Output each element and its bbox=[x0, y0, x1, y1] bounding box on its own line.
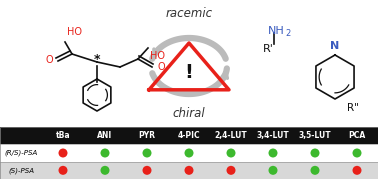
Text: PCA: PCA bbox=[349, 131, 366, 140]
Circle shape bbox=[143, 166, 152, 175]
Text: N: N bbox=[330, 41, 339, 51]
Text: R": R" bbox=[347, 103, 359, 113]
Text: racemic: racemic bbox=[166, 7, 212, 20]
Text: HO: HO bbox=[150, 51, 165, 61]
Text: ANI: ANI bbox=[98, 131, 113, 140]
Text: tBa: tBa bbox=[56, 131, 70, 140]
Circle shape bbox=[101, 166, 110, 175]
Bar bbox=[0, 127, 378, 144]
Circle shape bbox=[226, 149, 235, 158]
Text: 2,4-LUT: 2,4-LUT bbox=[215, 131, 247, 140]
Circle shape bbox=[184, 149, 194, 158]
Text: !: ! bbox=[184, 62, 194, 81]
Circle shape bbox=[226, 166, 235, 175]
Text: O: O bbox=[157, 62, 165, 72]
Circle shape bbox=[310, 166, 319, 175]
Text: 4-PIC: 4-PIC bbox=[178, 131, 200, 140]
Text: 3,4-LUT: 3,4-LUT bbox=[257, 131, 290, 140]
Text: 3,5-LUT: 3,5-LUT bbox=[299, 131, 331, 140]
Text: (R/S)-PSA: (R/S)-PSA bbox=[5, 150, 38, 156]
Circle shape bbox=[268, 166, 277, 175]
Text: 2: 2 bbox=[285, 30, 290, 38]
Text: O: O bbox=[45, 55, 53, 65]
Text: NH: NH bbox=[268, 26, 285, 36]
Text: chiral: chiral bbox=[173, 107, 205, 120]
Circle shape bbox=[59, 166, 68, 175]
Circle shape bbox=[268, 149, 277, 158]
Circle shape bbox=[59, 149, 68, 158]
Bar bbox=[0, 127, 378, 179]
Circle shape bbox=[310, 149, 319, 158]
Circle shape bbox=[353, 166, 361, 175]
Circle shape bbox=[184, 166, 194, 175]
Text: PYR: PYR bbox=[138, 131, 155, 140]
Bar bbox=[0, 162, 378, 179]
Circle shape bbox=[101, 149, 110, 158]
Text: (S)-PSA: (S)-PSA bbox=[8, 167, 34, 174]
Bar bbox=[0, 144, 378, 162]
Circle shape bbox=[143, 149, 152, 158]
Text: R': R' bbox=[263, 44, 274, 54]
Text: *: * bbox=[94, 54, 100, 67]
Circle shape bbox=[353, 149, 361, 158]
Text: HO: HO bbox=[67, 27, 82, 37]
